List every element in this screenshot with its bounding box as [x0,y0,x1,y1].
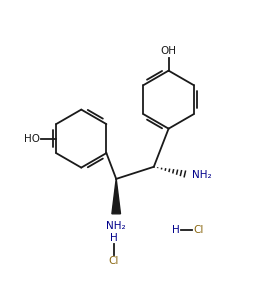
Text: NH₂: NH₂ [106,221,126,231]
Text: HO: HO [24,133,40,144]
Polygon shape [112,179,120,214]
Text: H: H [172,225,180,235]
Text: Cl: Cl [193,225,204,235]
Text: NH₂: NH₂ [192,170,212,180]
Text: Cl: Cl [108,256,119,266]
Text: OH: OH [161,46,177,56]
Text: H: H [110,233,117,243]
